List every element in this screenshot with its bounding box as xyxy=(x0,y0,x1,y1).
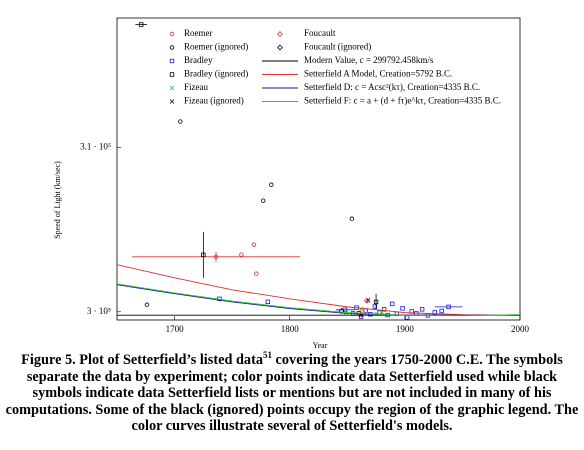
curve xyxy=(116,283,521,317)
legend-swatch xyxy=(169,45,175,50)
x-axis-label: Year xyxy=(313,341,328,350)
legend-label: Fizeau (ignored) xyxy=(184,96,244,106)
legend-swatch xyxy=(169,31,175,37)
legend-swatch xyxy=(277,44,283,51)
data-point xyxy=(372,304,378,309)
data-point xyxy=(261,198,266,203)
legend-swatch xyxy=(169,85,175,91)
legend-label: Setterfield A Model, Creation=5792 B.C. xyxy=(304,69,452,79)
data-point xyxy=(201,252,206,258)
data-point xyxy=(381,307,387,312)
legend-label: Foucault xyxy=(304,28,336,38)
legend-swatch xyxy=(169,72,175,77)
data-point xyxy=(404,315,410,320)
data-point xyxy=(419,307,425,312)
data-point xyxy=(349,216,355,221)
x-tick-label: 1700 xyxy=(166,324,185,334)
curve xyxy=(116,264,521,316)
legend-label: Foucault (ignored) xyxy=(304,42,371,52)
caption-text: Figure 5. Plot of Setterfield’s listed d… xyxy=(21,352,263,368)
data-point xyxy=(144,302,150,307)
data-point xyxy=(138,22,144,27)
data-point xyxy=(178,119,183,124)
data-point xyxy=(239,252,244,257)
data-point xyxy=(432,310,437,315)
plot-frame xyxy=(116,17,521,321)
legend-swatch xyxy=(169,58,175,64)
legend-label: Bradley xyxy=(184,55,213,65)
legend-swatch xyxy=(277,31,283,37)
x-tick-label: 2000 xyxy=(511,324,530,334)
legend-label: Setterfield F: c = a + (d + fτ)e^kτ, Cre… xyxy=(304,96,501,106)
y-tick-label: 3 · 10⁵ xyxy=(87,306,111,316)
data-point xyxy=(389,301,395,307)
chart: Year Speed of Light (km/sec) 1700 1800 190… xyxy=(53,17,530,350)
caption-superscript: 51 xyxy=(262,350,272,361)
curve xyxy=(116,284,520,316)
x-tick-label: 1800 xyxy=(281,324,300,334)
data-point xyxy=(251,242,257,247)
data-point xyxy=(439,308,444,314)
caption-text: covering the years 1750-2000 C.E. The sy… xyxy=(5,352,579,434)
data-point xyxy=(269,182,274,187)
x-tick-label: 1900 xyxy=(396,324,415,334)
legend-label: Roemer (ignored) xyxy=(184,42,248,52)
legend-label: Fizeau xyxy=(184,82,208,92)
data-point xyxy=(400,306,405,311)
legend-label: Setterfield D: c = Acsc²(kτ), Creation=4… xyxy=(304,82,480,92)
legend-swatch xyxy=(169,99,175,104)
legend-label: Bradley (ignored) xyxy=(184,69,248,79)
legend-label: Roemer xyxy=(184,28,213,38)
data-point xyxy=(446,304,451,310)
legend-label: Modern Value, c = 299792.458km/s xyxy=(304,55,434,65)
data-point xyxy=(213,254,219,260)
y-axis-label: Speed of Light (km/sec) xyxy=(53,161,62,239)
data-point xyxy=(265,299,271,304)
y-tick-label: 3.1 · 10⁵ xyxy=(80,142,111,152)
data-point xyxy=(254,271,259,276)
data-point xyxy=(363,297,370,304)
data-point xyxy=(373,299,379,305)
figure-caption: Figure 5. Plot of Setterfield’s listed d… xyxy=(4,350,580,435)
